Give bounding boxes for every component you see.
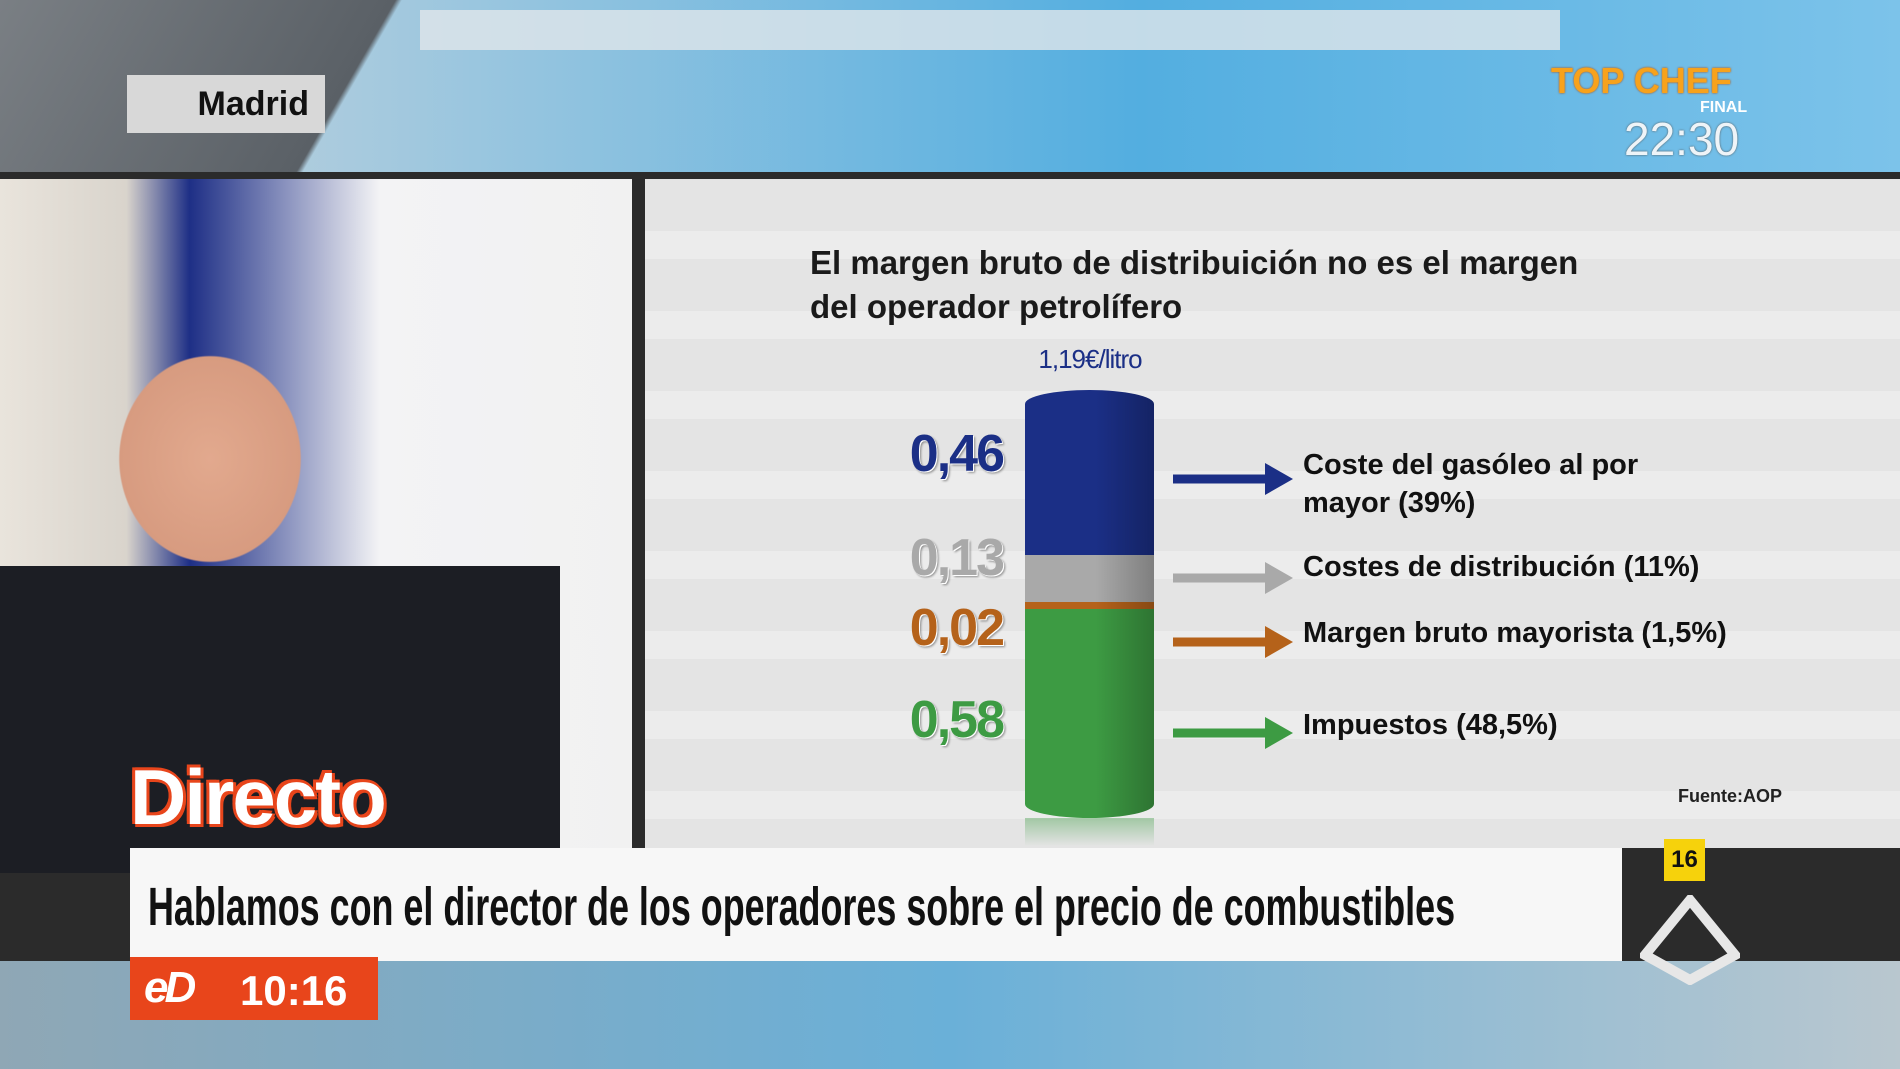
promo-time: 22:30 bbox=[1624, 113, 1740, 165]
channel-time: 10:16 bbox=[240, 967, 348, 1014]
headline: Hablamos con el director de los operador… bbox=[148, 877, 1456, 937]
legend-label: Costes de distribución (11%) bbox=[1303, 551, 1700, 583]
headline-bar bbox=[130, 848, 1622, 961]
promo-title: TOP CHEF bbox=[1551, 60, 1732, 101]
promo-subtitle: FINAL bbox=[1700, 99, 1748, 116]
source: Fuente:AOP bbox=[1678, 786, 1783, 806]
legend-label: Margen bruto mayorista (1,5%) bbox=[1303, 617, 1727, 649]
bar-segment bbox=[1025, 390, 1154, 556]
total-label: 1,19€/litro bbox=[1038, 344, 1142, 374]
arrow bbox=[1173, 717, 1293, 749]
shape bbox=[420, 10, 1560, 50]
bar-segment bbox=[1025, 602, 1154, 610]
person bbox=[0, 259, 560, 873]
value-label: 0,13 bbox=[909, 529, 1005, 587]
value-label: 0,46 bbox=[909, 425, 1005, 483]
bar-segment bbox=[1025, 609, 1154, 818]
legend-label: Impuestos (48,5%) bbox=[1303, 709, 1558, 741]
legend-arrow bbox=[1173, 624, 1293, 660]
legend-arrow bbox=[1173, 560, 1293, 596]
live-badge: Directo bbox=[130, 753, 387, 841]
location-label: Madrid bbox=[127, 75, 325, 133]
legend-arrow bbox=[1173, 461, 1293, 497]
legend-label: Coste del gasóleo al por mayor (39%) bbox=[1303, 449, 1639, 519]
value-label: 0,02 bbox=[909, 599, 1005, 657]
video-feed bbox=[0, 179, 632, 873]
arrow bbox=[1173, 562, 1293, 594]
legend-arrow bbox=[1173, 715, 1293, 751]
bar-shadow bbox=[1025, 818, 1154, 846]
channel-logo: eD bbox=[144, 963, 196, 1012]
network-logo bbox=[1640, 895, 1740, 985]
arrow bbox=[1173, 626, 1293, 658]
age-rating: 16 bbox=[1664, 839, 1705, 881]
bar-segment bbox=[1025, 555, 1154, 603]
chart-title: El margen bruto de distribuición no es e… bbox=[810, 244, 1579, 281]
arrow bbox=[1173, 463, 1293, 495]
chart-title: del operador petrolífero bbox=[810, 288, 1183, 325]
channel-box: eD 10:16 bbox=[130, 957, 378, 1020]
value-label: 0,58 bbox=[909, 691, 1005, 749]
